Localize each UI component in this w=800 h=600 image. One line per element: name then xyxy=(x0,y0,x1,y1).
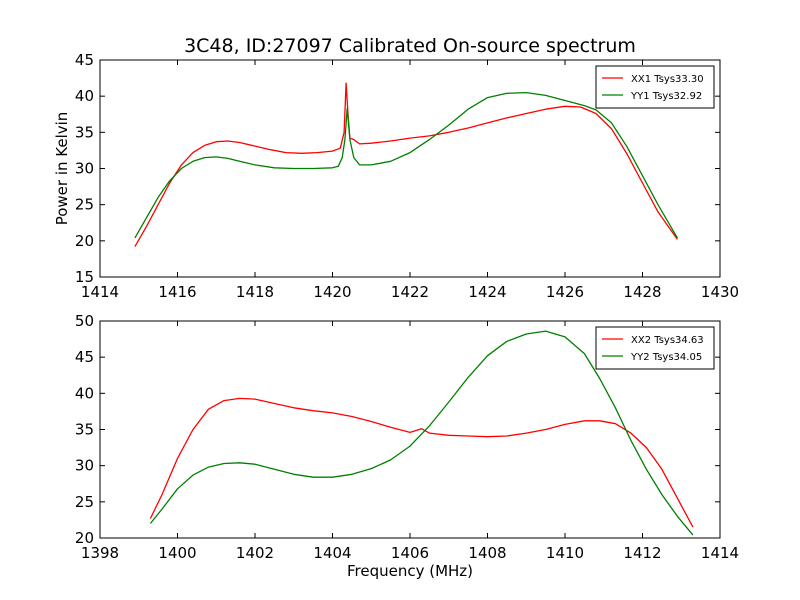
legend: XX1 Tsys33.30 YY1 Tsys32.92 xyxy=(595,65,715,109)
series-line-green xyxy=(134,91,678,239)
legend: XX2 Tsys34.63 YY2 Tsys34.05 xyxy=(595,326,715,370)
y-axis-label: Power in Kelvin xyxy=(53,112,71,226)
x-tick-label: 1400 xyxy=(158,544,196,562)
x-tick-label: 1422 xyxy=(391,283,429,301)
x-axis-label: Frequency (MHz) xyxy=(347,562,473,580)
x-tick-label: 1414 xyxy=(81,283,119,301)
x-tick-label: 1416 xyxy=(158,283,196,301)
y-tick-label: 45 xyxy=(75,51,94,69)
y-tick-label: 50 xyxy=(75,312,94,330)
y-tick-label: 20 xyxy=(75,232,94,250)
x-tick-label: 1406 xyxy=(391,544,429,562)
chart-title: 3C48, ID:27097 Calibrated On-source spec… xyxy=(184,35,636,57)
x-tick-label: 1414 xyxy=(701,544,739,562)
y-tick-label: 20 xyxy=(75,529,94,547)
x-tick-label: 1398 xyxy=(81,544,119,562)
x-tick-label: 1426 xyxy=(546,283,584,301)
y-tick-label: 40 xyxy=(75,87,94,105)
y-tick-label: 45 xyxy=(75,348,94,366)
x-tick-label: 1430 xyxy=(701,283,739,301)
legend-box xyxy=(595,326,715,370)
y-tick-label: 25 xyxy=(75,493,94,511)
x-tick-label: 1412 xyxy=(623,544,661,562)
legend-label: YY2 Tsys34.05 xyxy=(630,352,702,363)
x-tick-label: 1420 xyxy=(313,283,351,301)
series-line-green xyxy=(149,330,694,536)
top-panel: 1414 1416 1418 1420 1422 1424 1426 1428 1430 15 20… xyxy=(75,51,739,301)
y-tick-label: 30 xyxy=(75,160,94,178)
y-tick-label: 30 xyxy=(75,457,94,475)
y-tick-label: 25 xyxy=(75,196,94,214)
x-tick-label: 1418 xyxy=(236,283,274,301)
legend-label: XX1 Tsys33.30 xyxy=(631,74,704,85)
legend-label: XX2 Tsys34.63 xyxy=(631,335,704,346)
y-tick-label: 35 xyxy=(75,421,94,439)
series-line-red xyxy=(149,397,694,528)
x-tick-label: 1424 xyxy=(468,283,506,301)
y-tick-label: 40 xyxy=(75,384,94,402)
legend-box xyxy=(595,65,715,109)
x-tick-label: 1410 xyxy=(546,544,584,562)
y-tick-label: 15 xyxy=(75,268,94,286)
legend-label: YY1 Tsys32.92 xyxy=(630,91,702,102)
bottom-panel: 1398 1400 1402 1404 1406 1408 1410 1412 1414 20 25… xyxy=(75,312,739,562)
y-tick-label: 35 xyxy=(75,123,94,141)
x-tick-label: 1428 xyxy=(623,283,661,301)
x-tick-label: 1408 xyxy=(468,544,506,562)
x-tick-label: 1402 xyxy=(236,544,274,562)
x-tick-label: 1404 xyxy=(313,544,351,562)
